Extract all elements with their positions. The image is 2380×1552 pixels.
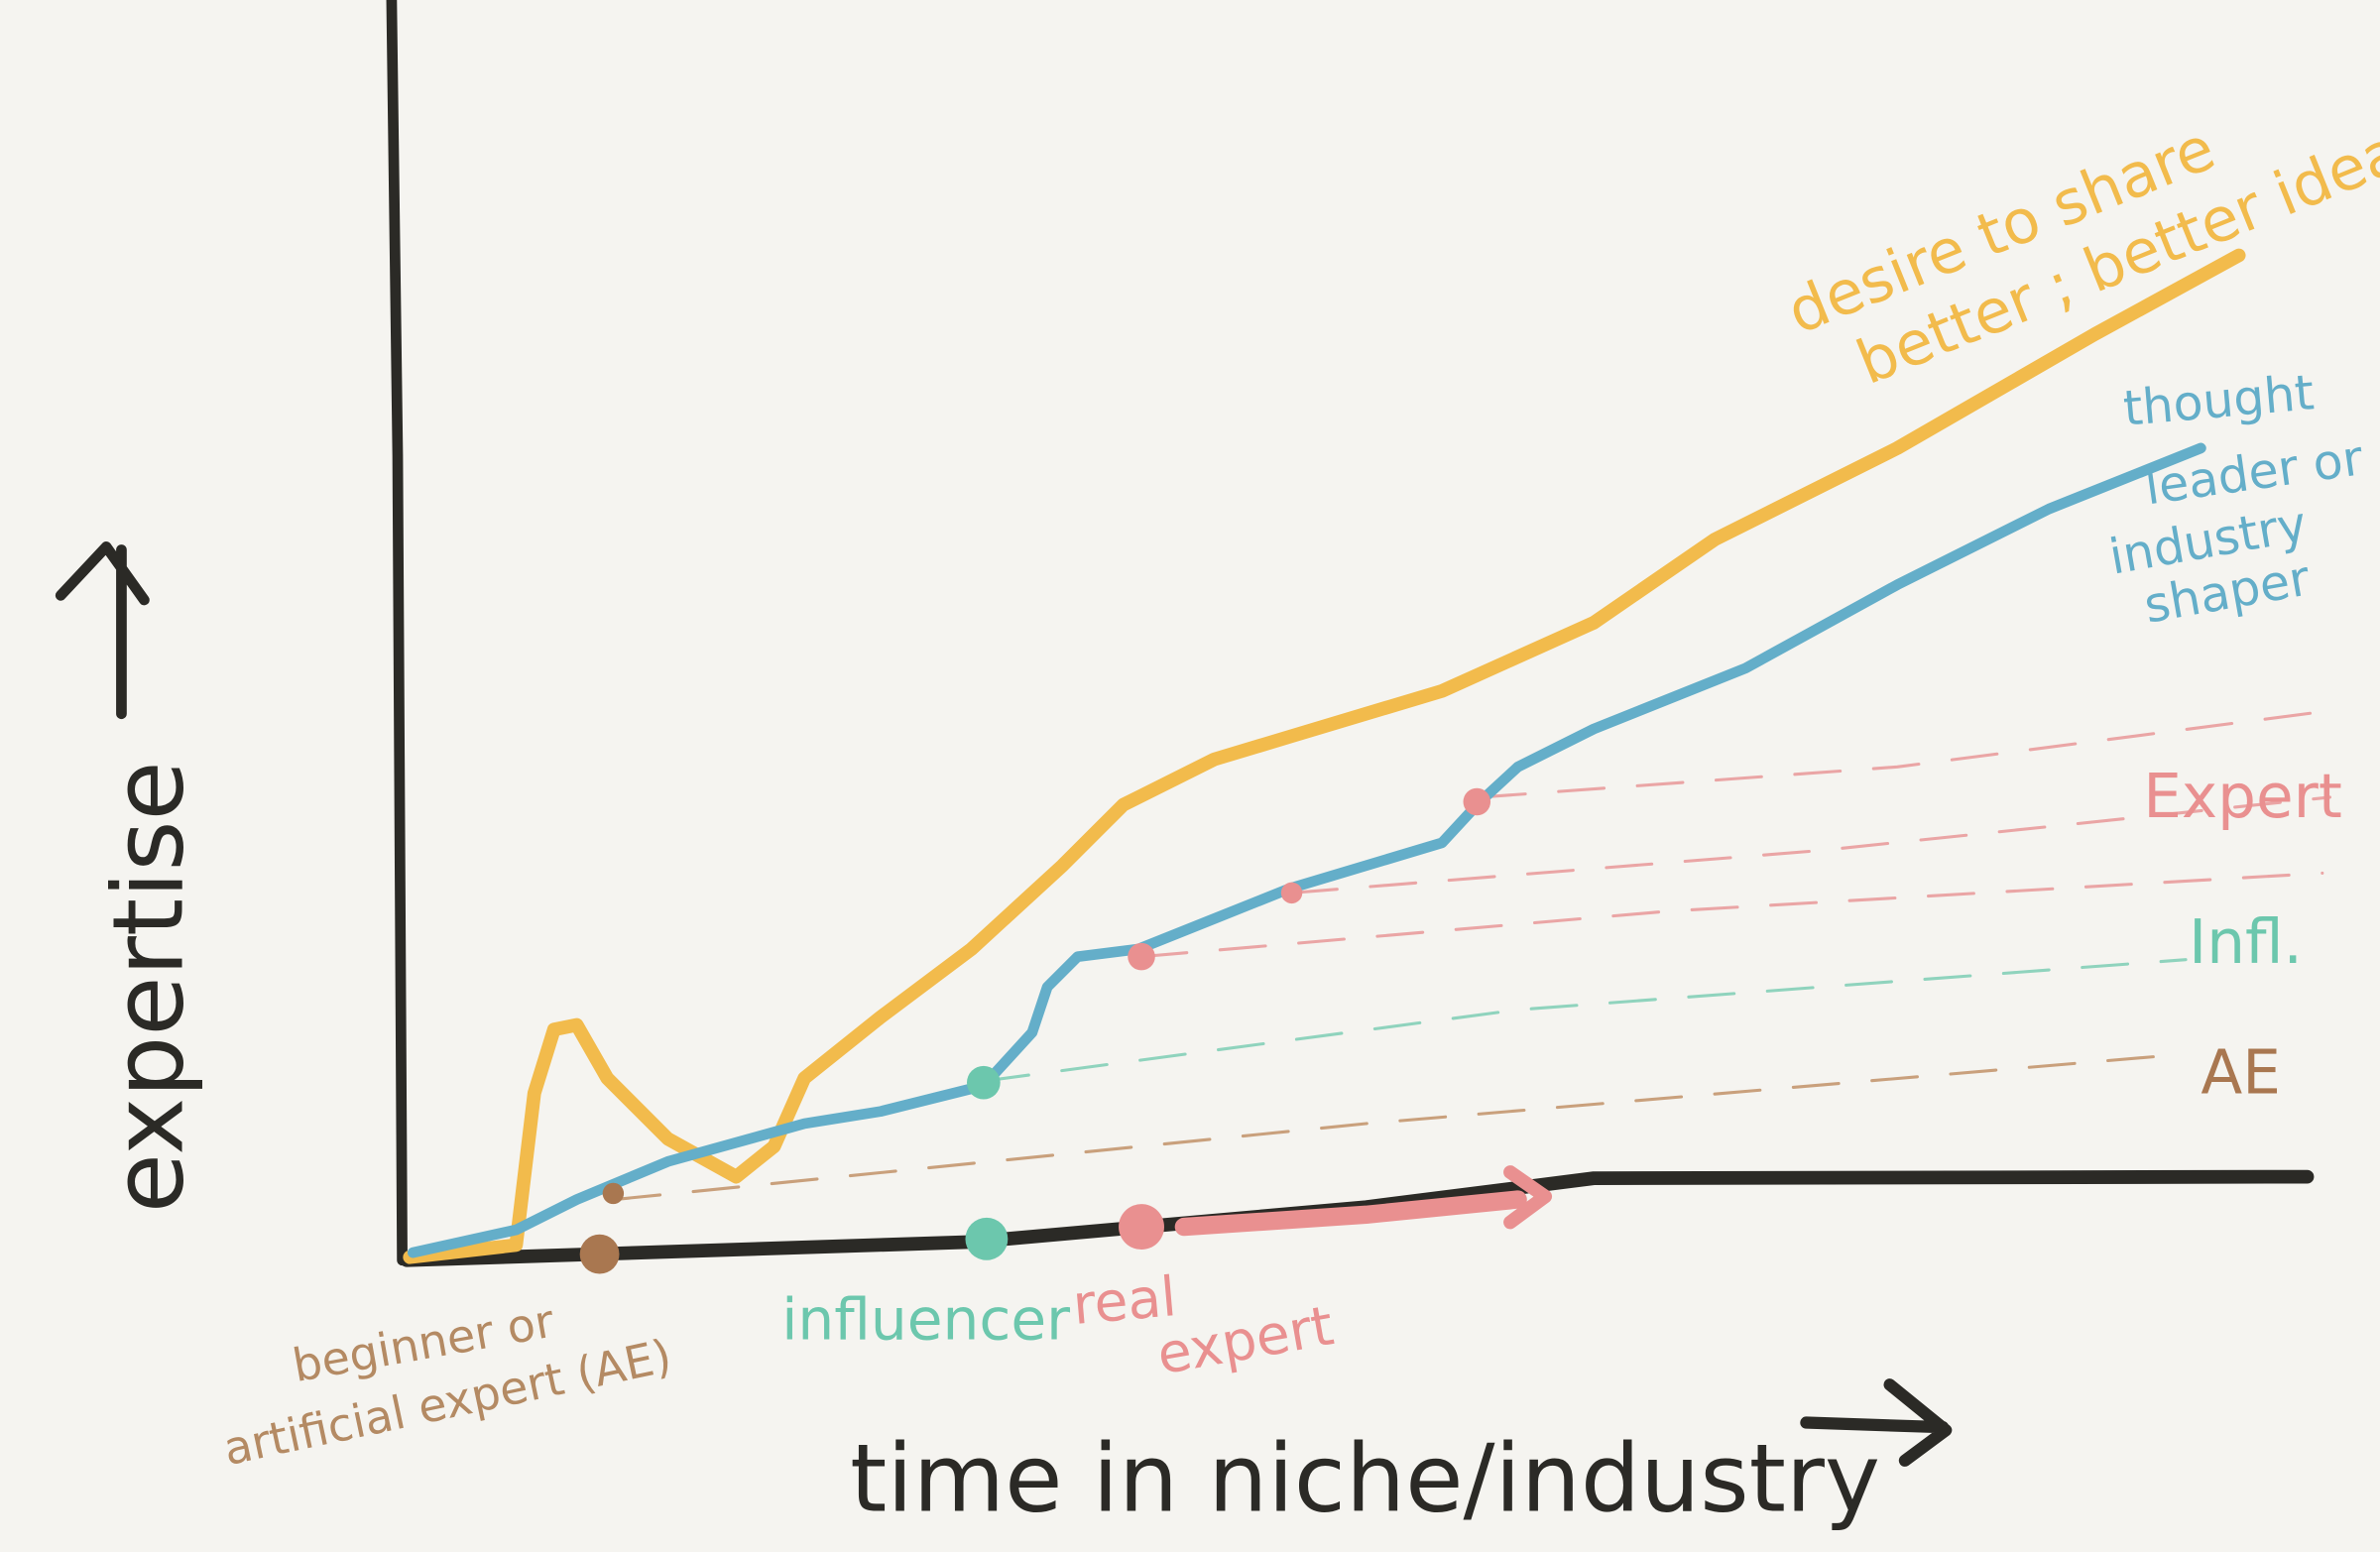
y-axis [386,0,408,1266]
dot [1119,1204,1164,1251]
x-axis-label: time in niche/industry [850,1424,1880,1533]
dot [602,1182,625,1205]
expert-level-label: Expert [2143,762,2342,832]
y-axis-label: expertise [93,761,206,1213]
influencer-level-label: Infl. [2189,907,2303,978]
dot [1463,787,1491,816]
y-arrow [55,541,150,720]
dot [1128,942,1155,971]
expert-arrow [1174,1190,1527,1237]
level-lines [613,709,2332,1202]
expert-level-line [1478,709,2332,799]
ae-level-line [613,1053,2173,1202]
dot [1280,882,1303,904]
milestone-dots [579,787,1491,1274]
label-line: real [1070,1264,1179,1337]
influencer-label: influencer [781,1285,1070,1353]
dot [579,1234,620,1274]
x-arrow [1800,1378,1953,1467]
dot [965,1217,1009,1260]
expert-level-line [1139,871,2324,959]
expert-level-line [1290,795,2332,895]
ae-level-label: AE [2201,1037,2281,1108]
influencer-level-line [982,958,2188,1083]
dot [967,1065,1001,1100]
expert-arrow-head [1503,1165,1553,1230]
desire-curve [403,248,2246,1264]
